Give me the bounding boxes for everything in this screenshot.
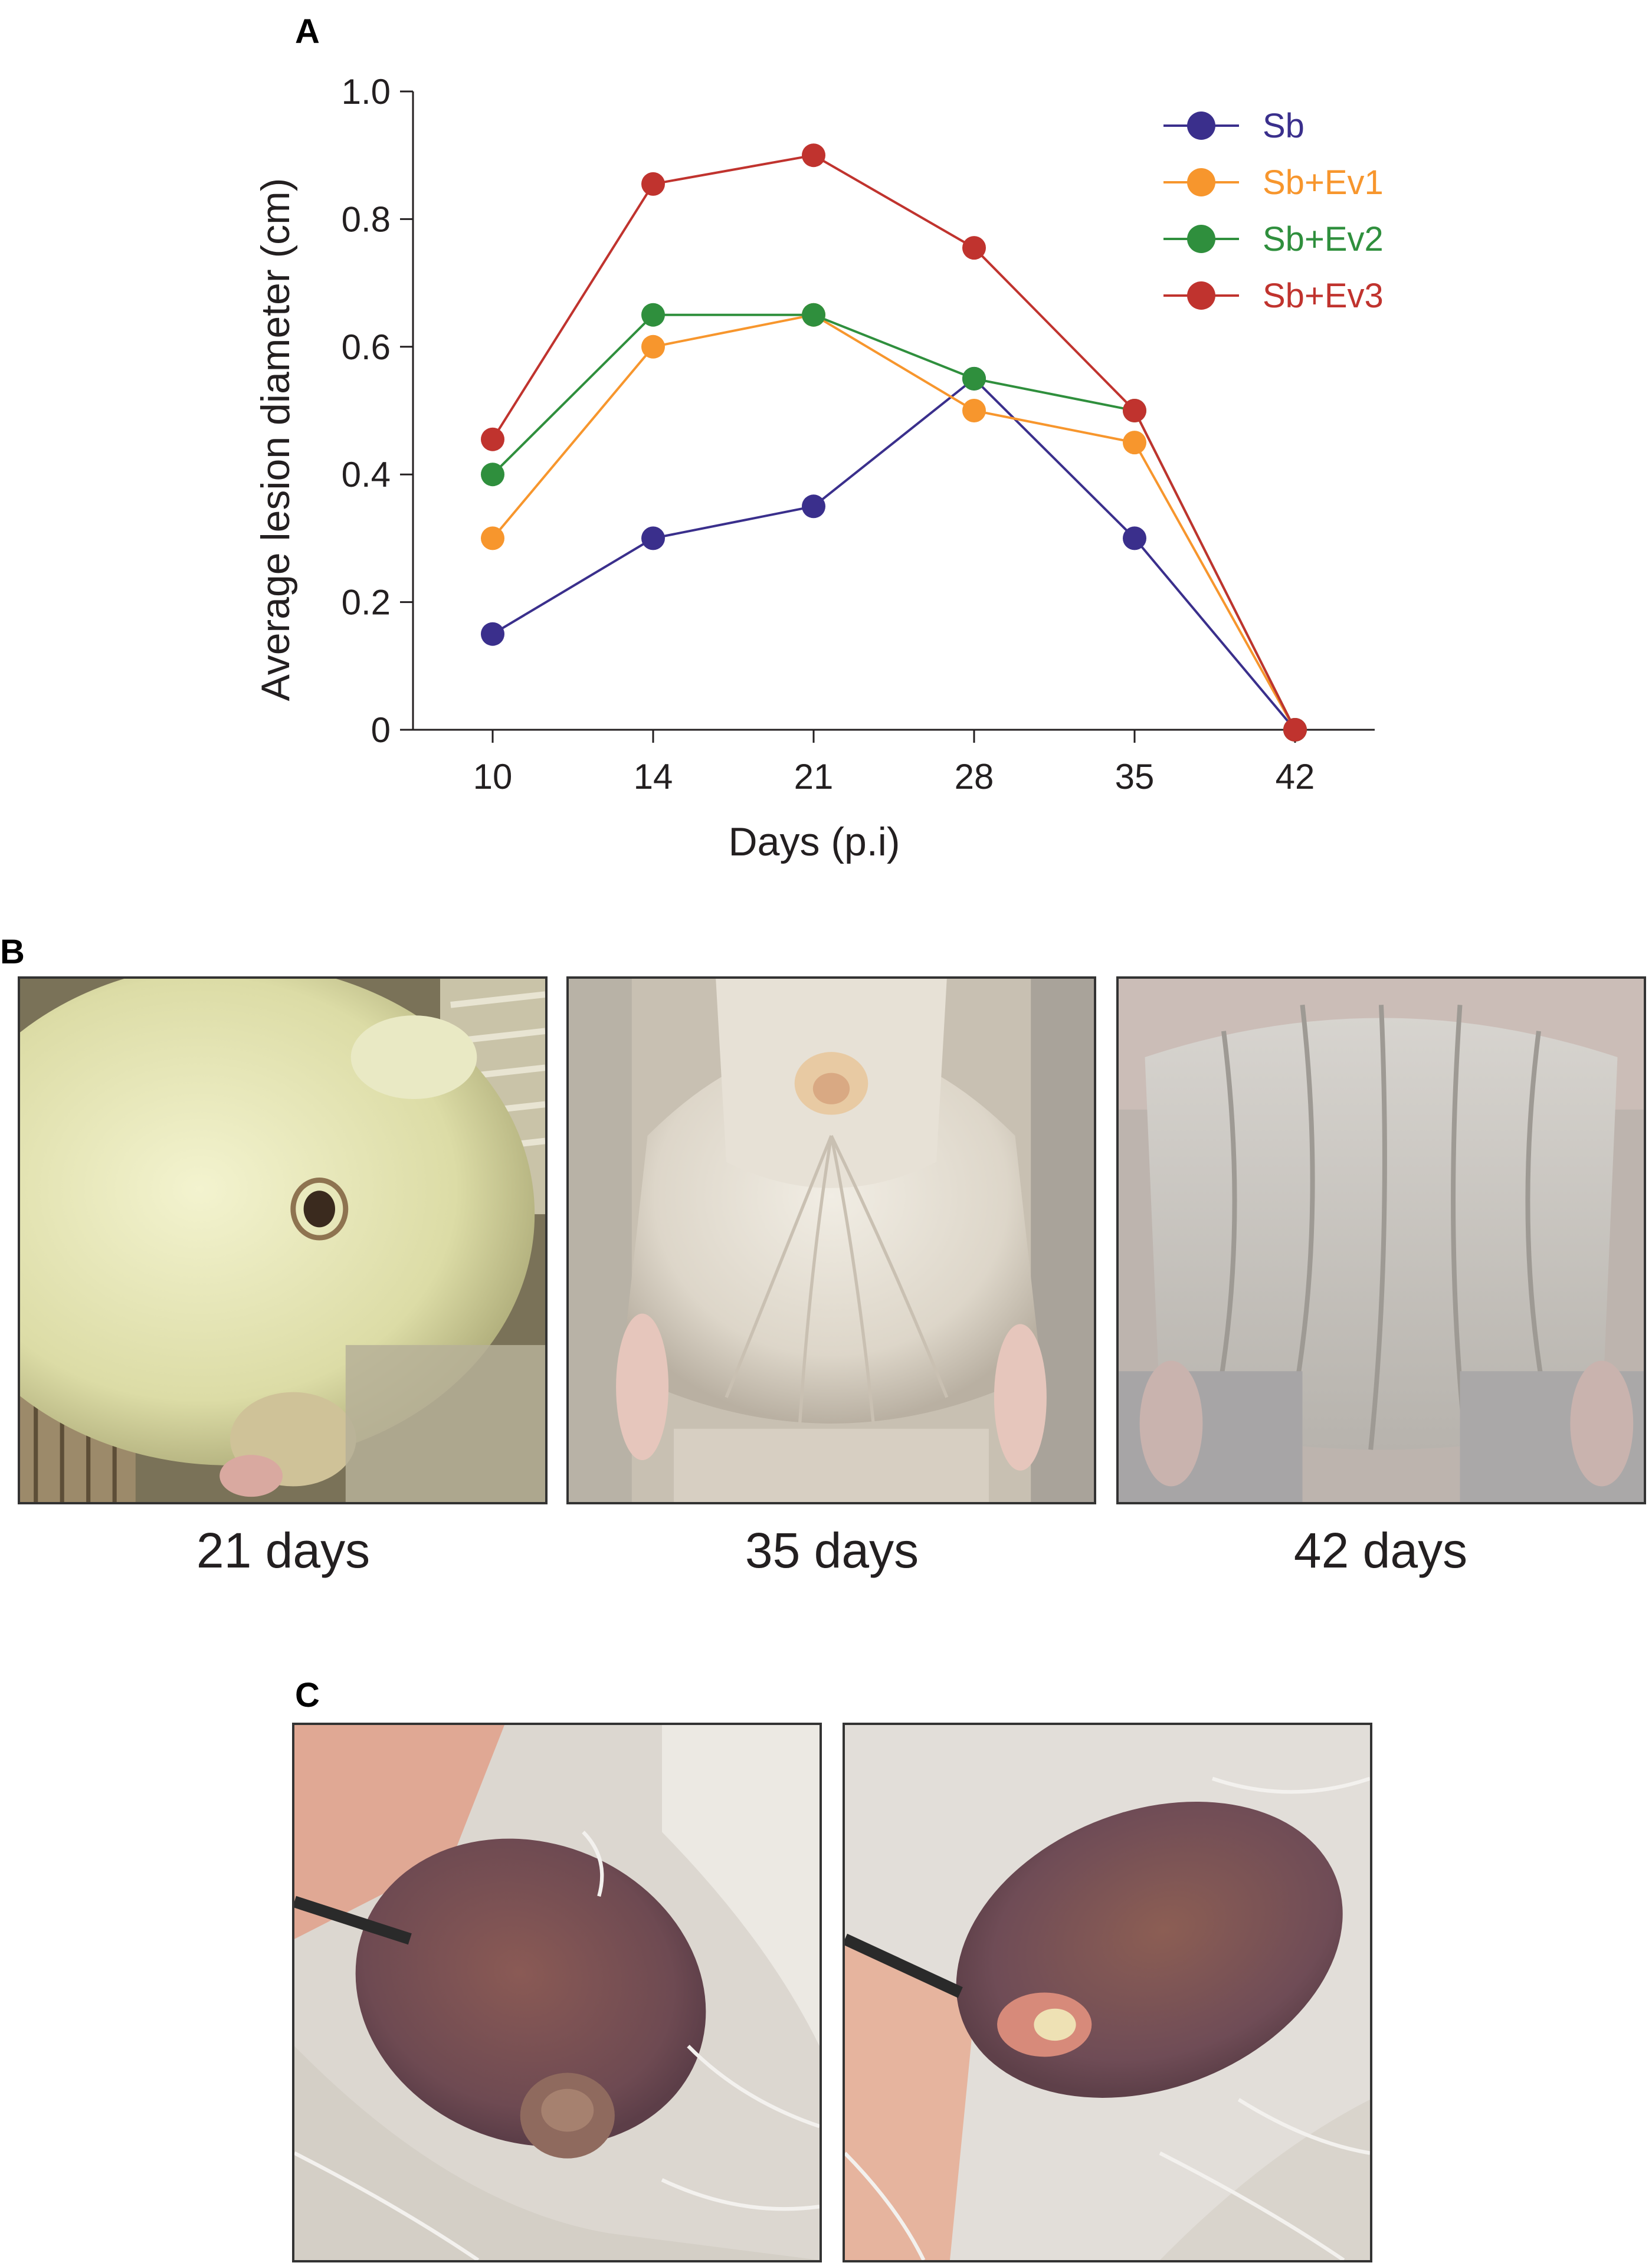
data-point-Sb+Ev1 (962, 399, 986, 422)
chart-legend: Sb Sb+Ev1 Sb+Ev2 Sb+Ev3 (1163, 107, 1384, 315)
data-point-Sb (1123, 526, 1146, 550)
series-line-Sb+Ev1 (491, 313, 1296, 730)
data-point-Sb+Ev3 (641, 172, 665, 196)
chart-axes: 0 0.2 0.4 0.6 0.8 1.0 10 14 21 28 35 42 (342, 72, 1375, 796)
y-tick-label: 0.2 (342, 583, 391, 622)
legend-label-Sb: Sb (1263, 107, 1304, 145)
data-point-Sb+Ev2 (481, 463, 504, 487)
y-tick-label: 0.8 (342, 199, 391, 239)
x-tick-label: 35 (1115, 757, 1155, 796)
data-point-Sb (481, 622, 504, 646)
data-point-Sb+Ev2 (641, 303, 665, 327)
legend-marker-Sb+Ev1 (1187, 168, 1215, 196)
data-point-Sb (802, 494, 825, 519)
data-point-Sb+Ev1 (481, 526, 504, 550)
x-tick-label: 14 (634, 757, 673, 796)
chart-series-layer (481, 143, 1307, 742)
legend-label-Sb+Ev3: Sb+Ev3 (1263, 277, 1384, 315)
legend-marker-Sb+Ev3 (1187, 281, 1215, 310)
legend-label-Sb+Ev2: Sb+Ev2 (1263, 220, 1384, 258)
y-tick-label: 1.0 (342, 72, 391, 112)
mouse-photo-35-days (566, 976, 1096, 1504)
data-point-Sb (641, 526, 665, 550)
data-point-Sb+Ev2 (802, 303, 825, 327)
mouse-photo-21-days (18, 976, 548, 1504)
panel-label-c: C (295, 1676, 320, 1714)
photo-caption-21-days: 21 days (196, 1523, 371, 1578)
data-point-Sb+Ev1 (641, 335, 665, 359)
data-point-Sb+Ev3 (962, 236, 986, 260)
data-point-Sb+Ev3 (481, 427, 504, 451)
series-line-Sb+Ev2 (491, 313, 1296, 730)
legend-marker-Sb+Ev2 (1187, 225, 1215, 253)
data-point-Sb+Ev3 (1283, 718, 1307, 742)
series-line-Sb (491, 377, 1296, 731)
dissection-photo-left (292, 1723, 822, 2262)
photo-caption-42-days: 42 days (1293, 1523, 1468, 1578)
x-tick-label: 21 (794, 757, 834, 796)
data-point-Sb+Ev1 (1123, 431, 1146, 455)
photo-caption-35-days: 35 days (745, 1523, 919, 1578)
series-line-Sb+Ev3 (491, 154, 1296, 730)
x-tick-label: 28 (955, 757, 994, 796)
panel-label-a: A (295, 12, 320, 51)
y-tick-label: 0 (371, 710, 391, 750)
panel-label-b: B (0, 933, 25, 971)
x-tick-label: 42 (1276, 757, 1315, 796)
data-point-Sb+Ev3 (802, 143, 825, 168)
y-axis-title: Average lesion diameter (cm) (253, 178, 298, 701)
x-axis-title: Days (p.i) (729, 819, 900, 864)
data-point-Sb+Ev2 (962, 366, 986, 391)
mouse-photo-42-days (1116, 976, 1646, 1504)
lesion-line-chart: 0 0.2 0.4 0.6 0.8 1.0 10 14 21 28 35 42 Sb Sb+Ev1 Sb+… (253, 72, 1384, 864)
y-tick-label: 0.4 (342, 455, 391, 494)
x-tick-label: 10 (473, 757, 513, 796)
legend-marker-Sb (1187, 112, 1215, 140)
legend-label-Sb+Ev1: Sb+Ev1 (1263, 163, 1384, 202)
dissection-photo-right (843, 1723, 1372, 2262)
y-tick-label: 0.6 (342, 327, 391, 367)
data-point-Sb+Ev3 (1123, 399, 1146, 422)
